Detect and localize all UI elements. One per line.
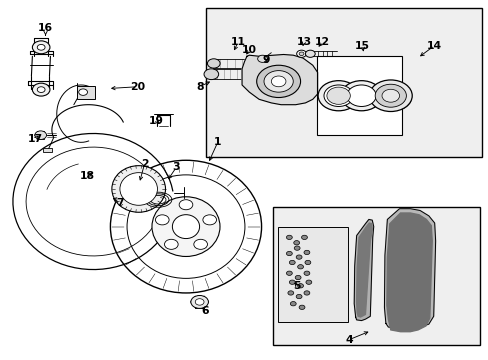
Circle shape bbox=[287, 291, 293, 295]
Circle shape bbox=[299, 305, 305, 310]
Circle shape bbox=[368, 80, 411, 112]
Text: 8: 8 bbox=[196, 82, 203, 92]
Ellipse shape bbox=[120, 173, 157, 205]
Circle shape bbox=[304, 271, 309, 275]
Text: 1: 1 bbox=[213, 138, 221, 147]
Text: 11: 11 bbox=[230, 37, 245, 47]
Circle shape bbox=[305, 280, 311, 284]
Circle shape bbox=[305, 260, 310, 265]
Text: 5: 5 bbox=[293, 281, 300, 291]
Circle shape bbox=[37, 87, 45, 93]
Circle shape bbox=[190, 296, 208, 309]
Circle shape bbox=[203, 69, 218, 80]
Bar bbox=[77, 86, 95, 99]
Ellipse shape bbox=[172, 215, 199, 239]
Circle shape bbox=[193, 239, 207, 249]
Circle shape bbox=[299, 52, 304, 55]
Circle shape bbox=[297, 265, 303, 269]
Polygon shape bbox=[384, 209, 435, 329]
Text: 4: 4 bbox=[345, 334, 352, 345]
Circle shape bbox=[290, 302, 296, 306]
Circle shape bbox=[304, 250, 309, 255]
Circle shape bbox=[301, 235, 307, 239]
Ellipse shape bbox=[112, 166, 165, 212]
Text: 14: 14 bbox=[426, 41, 441, 50]
Text: 12: 12 bbox=[314, 37, 329, 47]
Circle shape bbox=[35, 131, 46, 139]
Circle shape bbox=[207, 59, 220, 68]
Circle shape bbox=[295, 275, 301, 280]
Polygon shape bbox=[356, 223, 371, 317]
Polygon shape bbox=[353, 220, 373, 320]
Text: 6: 6 bbox=[201, 306, 209, 316]
Circle shape bbox=[79, 89, 87, 95]
Circle shape bbox=[296, 50, 306, 57]
Circle shape bbox=[304, 291, 309, 295]
Circle shape bbox=[286, 251, 292, 256]
Circle shape bbox=[257, 55, 267, 62]
Circle shape bbox=[326, 87, 349, 104]
Polygon shape bbox=[242, 54, 317, 105]
Circle shape bbox=[294, 246, 300, 250]
Circle shape bbox=[297, 284, 303, 288]
Circle shape bbox=[305, 50, 315, 57]
Text: 13: 13 bbox=[296, 37, 311, 47]
Circle shape bbox=[164, 239, 178, 249]
Circle shape bbox=[289, 260, 295, 265]
Circle shape bbox=[264, 71, 293, 92]
Text: 7: 7 bbox=[116, 198, 124, 208]
Text: 3: 3 bbox=[172, 162, 180, 172]
Circle shape bbox=[195, 299, 203, 305]
Bar bbox=[43, 148, 52, 152]
Text: 10: 10 bbox=[242, 45, 256, 55]
Circle shape bbox=[346, 85, 375, 107]
Circle shape bbox=[318, 81, 358, 111]
Text: 2: 2 bbox=[141, 159, 148, 169]
Text: 19: 19 bbox=[149, 116, 164, 126]
Circle shape bbox=[203, 215, 216, 225]
Circle shape bbox=[32, 83, 50, 96]
Circle shape bbox=[271, 76, 285, 87]
Ellipse shape bbox=[152, 197, 220, 256]
Circle shape bbox=[296, 255, 302, 259]
Circle shape bbox=[289, 280, 295, 284]
Circle shape bbox=[155, 215, 169, 225]
Circle shape bbox=[324, 85, 352, 107]
Polygon shape bbox=[386, 213, 431, 332]
Circle shape bbox=[340, 81, 381, 111]
Circle shape bbox=[37, 44, 45, 50]
Circle shape bbox=[286, 235, 292, 239]
Bar bbox=[272, 207, 479, 345]
Bar bbox=[277, 226, 347, 321]
Text: 9: 9 bbox=[262, 55, 270, 65]
Bar bbox=[206, 8, 481, 157]
Text: 18: 18 bbox=[80, 171, 95, 181]
Text: 20: 20 bbox=[129, 82, 144, 92]
Circle shape bbox=[179, 200, 192, 210]
Text: 15: 15 bbox=[354, 41, 369, 50]
Circle shape bbox=[374, 84, 406, 107]
Text: 17: 17 bbox=[28, 134, 43, 144]
Circle shape bbox=[296, 294, 302, 299]
Text: 16: 16 bbox=[38, 23, 53, 33]
Circle shape bbox=[32, 41, 50, 54]
Bar bbox=[316, 56, 401, 135]
Circle shape bbox=[293, 240, 299, 245]
Circle shape bbox=[286, 271, 292, 275]
Circle shape bbox=[256, 65, 300, 98]
Circle shape bbox=[381, 89, 399, 102]
